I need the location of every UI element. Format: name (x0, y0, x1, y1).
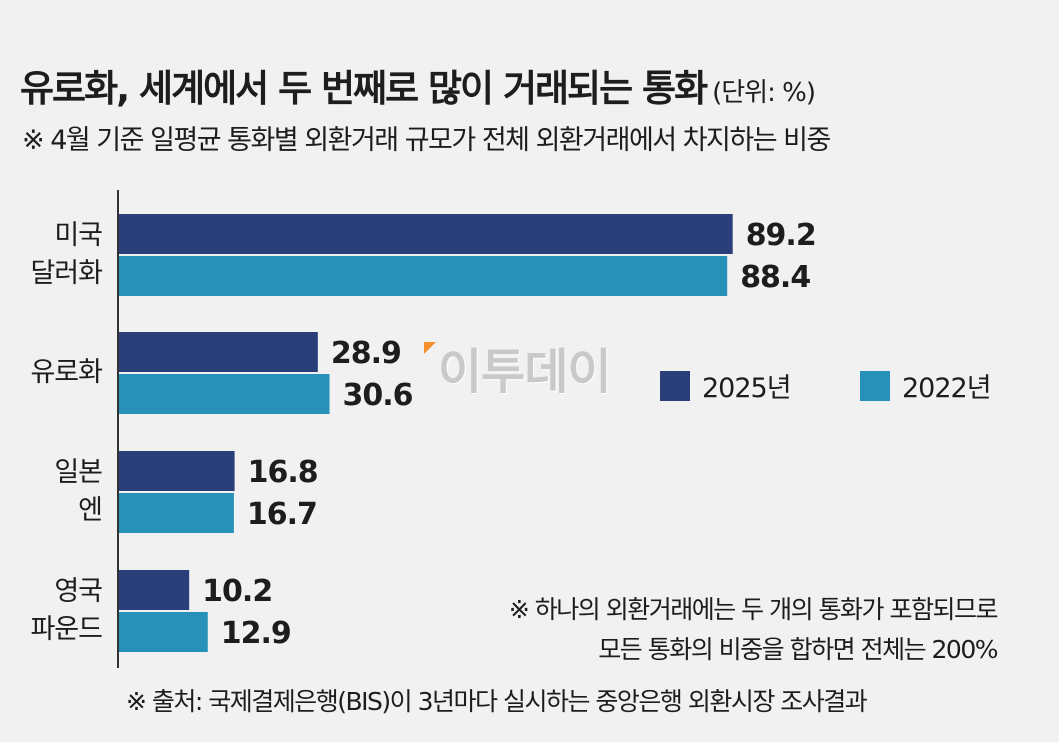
category-label-line: 파운드 (30, 614, 103, 645)
category-label-line: 달러화 (30, 258, 103, 289)
legend-label-2025: 2025년 (702, 373, 792, 404)
data-label-eur-2025: 28.9 (331, 336, 401, 371)
legend-item-2022: 2022년 (860, 366, 992, 405)
chart-subtitle: ※ 4월 기준 일평균 통화별 외환거래 규모가 전체 외환거래에서 차지하는 … (22, 125, 831, 156)
legend-label-2022: 2022년 (902, 373, 992, 404)
data-label-jpy-2022: 16.7 (247, 497, 317, 532)
bar-usd-2025 (119, 214, 733, 254)
category-label-line: 영국 (54, 576, 103, 607)
category-label-line: 미국 (54, 220, 103, 251)
bar-jpy-2025 (119, 451, 235, 491)
bar-eur-2025 (119, 332, 318, 372)
data-label-gbp-2022: 12.9 (221, 616, 291, 651)
category-label-line: 유로화 (30, 357, 103, 388)
chart-title-text: 유로화, 세계에서 두 번째로 많이 거래되는 통화 (20, 67, 708, 110)
category-label-line: 엔 (78, 495, 103, 526)
data-label-eur-2022: 30.6 (343, 378, 413, 413)
watermark-logo: 이투데이 (424, 332, 612, 402)
bar-gbp-2022 (119, 612, 208, 652)
note-line-2: 모든 통화의 비중을 합하면 전체는 200% (598, 635, 998, 664)
category-label-eur: 유로화 (2, 354, 103, 392)
note-line-1: ※ 하나의 외환거래에는 두 개의 통화가 포함되므로 (508, 595, 999, 624)
unit-label: (단위: %) (712, 78, 816, 108)
watermark-mark-icon (424, 342, 436, 354)
chart-note: ※ 하나의 외환거래에는 두 개의 통화가 포함되므로 모든 통화의 비중을 합… (508, 590, 999, 670)
chart-title: 유로화, 세계에서 두 번째로 많이 거래되는 통화 (단위: %) (20, 58, 816, 112)
bar-gbp-2025 (119, 570, 190, 610)
bar-jpy-2022 (119, 493, 234, 533)
watermark-text: 이투데이 (438, 344, 612, 400)
data-label-gbp-2025: 10.2 (202, 574, 272, 609)
bar-eur-2022 (119, 374, 330, 414)
data-label-usd-2022: 88.4 (740, 260, 810, 295)
legend-swatch-2022 (860, 370, 890, 401)
source-note: ※ 출처: 국제결제은행(BIS)이 3년마다 실시하는 중앙은행 외환시장 조… (126, 687, 868, 716)
data-label-jpy-2025: 16.8 (248, 455, 318, 490)
legend-item-2025: 2025년 (660, 366, 792, 405)
bar-usd-2022 (119, 256, 728, 296)
category-label-line: 일본 (54, 457, 103, 488)
legend-swatch-2025 (660, 370, 690, 401)
data-label-usd-2025: 89.2 (746, 218, 816, 253)
